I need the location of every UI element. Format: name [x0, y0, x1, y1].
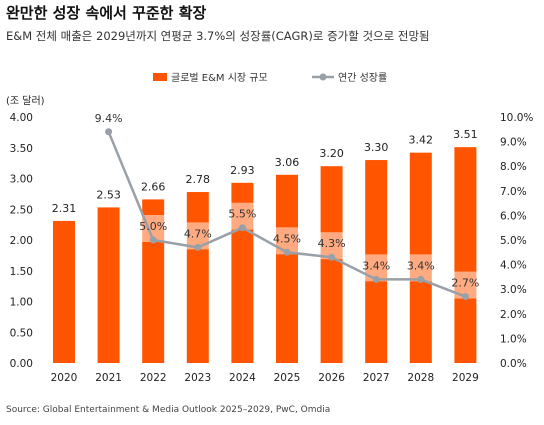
x-tick-label: 2028 [407, 372, 434, 384]
x-tick-label: 2027 [363, 372, 390, 384]
bar [97, 207, 120, 363]
growth-value-label: 3.4% [362, 259, 390, 272]
growth-value-label: 4.5% [273, 232, 301, 245]
growth-point [372, 275, 380, 283]
bar-value-label: 2.78 [186, 173, 211, 186]
x-tick-label: 2022 [140, 372, 167, 384]
y-right-tick-label: 5.0% [500, 235, 527, 247]
growth-point [461, 293, 469, 301]
y-axis-left: 0.00 0.50 1.00 1.50 2.00 2.50 3.00 3.50 4.00 [10, 112, 33, 370]
legend-line-label: 연간 성장률 [338, 72, 387, 84]
growth-point [283, 248, 291, 256]
x-tick-label: 2021 [95, 372, 122, 384]
y-left-tick-label: 1.00 [10, 297, 33, 309]
x-tick-label: 2020 [51, 372, 78, 384]
legend-line-marker [319, 73, 327, 81]
y-right-tick-label: 2.0% [500, 309, 527, 321]
y-right-tick-label: 4.0% [500, 260, 527, 272]
bar-value-label: 3.06 [275, 156, 300, 169]
y-right-tick-label: 0.0% [500, 358, 527, 370]
bar [53, 220, 75, 363]
y-right-tick-label: 7.0% [500, 186, 527, 198]
y-right-tick-label: 10.0% [500, 112, 533, 124]
y-left-tick-label: 0.00 [10, 358, 33, 370]
y-left-tick-label: 0.50 [10, 327, 33, 339]
y-right-tick-label: 6.0% [500, 210, 527, 222]
y-right-tick-label: 8.0% [500, 161, 527, 173]
growth-point [238, 224, 246, 232]
bar-value-label: 2.93 [230, 164, 255, 177]
growth-point [417, 275, 425, 283]
legend-bar-label: 글로벌 E&M 시장 규모 [171, 72, 268, 84]
y-left-tick-label: 3.50 [10, 143, 33, 155]
growth-value-label: 3.4% [407, 259, 435, 272]
chart-title: 완만한 성장 속에서 꾸준한 확장 [6, 4, 207, 22]
x-tick-label: 2023 [184, 372, 211, 384]
y-right-tick-label: 3.0% [500, 284, 527, 296]
growth-point [149, 236, 157, 244]
growth-value-label: 4.3% [318, 237, 346, 250]
growth-value-label: 4.7% [184, 227, 212, 240]
legend: 글로벌 E&M 시장 규모 연간 성장률 [153, 72, 387, 84]
x-axis: 2020 2021 2022 2023 2024 2025 2026 2027 2028 2029 [51, 372, 479, 384]
bar-value-label: 2.31 [52, 202, 77, 215]
y-left-tick-label: 2.00 [10, 235, 33, 247]
bar [320, 166, 343, 363]
y-left-tick-label: 2.50 [10, 204, 33, 216]
source-note: Source: Global Entertainment & Media Out… [6, 405, 331, 415]
x-tick-label: 2029 [452, 372, 479, 384]
growth-point [105, 128, 113, 136]
growth-labels: 9.4% 5.0% 4.7% 5.5% 4.5% 4.3% 3.4% 3.4% 2.7% [95, 112, 480, 290]
y-right-tick-label: 9.0% [500, 137, 527, 149]
y-right-tick-label: 1.0% [500, 333, 527, 345]
y-left-tick-label: 3.00 [10, 174, 33, 186]
growth-value-label: 9.4% [95, 112, 123, 125]
growth-point [328, 253, 336, 261]
bar-value-label: 3.42 [409, 134, 434, 147]
bar [276, 174, 298, 363]
bar-value-label: 3.30 [364, 141, 389, 154]
bar-value-label: 3.51 [453, 128, 478, 141]
growth-point [194, 243, 202, 251]
growth-line [105, 128, 483, 301]
bar [454, 147, 477, 363]
bar-labels: 2.31 2.53 2.66 2.78 2.93 3.06 3.20 3.30 3.42 3.51 [52, 128, 478, 215]
bar [186, 192, 209, 363]
y-axis-right: 0.0% 1.0% 2.0% 3.0% 4.0% 5.0% 6.0% 7.0% 8.0% 9.0%… [500, 112, 533, 370]
bar-value-label: 2.66 [141, 180, 166, 193]
y-left-tick-label: 1.50 [10, 266, 33, 278]
x-tick-label: 2026 [318, 372, 345, 384]
growth-value-label: 5.5% [228, 208, 256, 221]
y-axis-left-unit: (조 달러) [6, 95, 45, 107]
legend-bar-swatch [153, 73, 167, 81]
growth-value-label: 2.7% [451, 277, 479, 290]
bar-value-label: 3.20 [319, 147, 344, 160]
chart-subtitle: E&M 전체 매출은 2029년까지 연평균 3.7%의 성장률(CAGR)로 … [6, 29, 430, 43]
growth-value-label: 5.0% [139, 220, 167, 233]
y-left-tick-label: 4.00 [10, 112, 33, 124]
x-tick-label: 2025 [274, 372, 301, 384]
bar-value-label: 2.53 [96, 188, 121, 201]
x-tick-label: 2024 [229, 372, 256, 384]
